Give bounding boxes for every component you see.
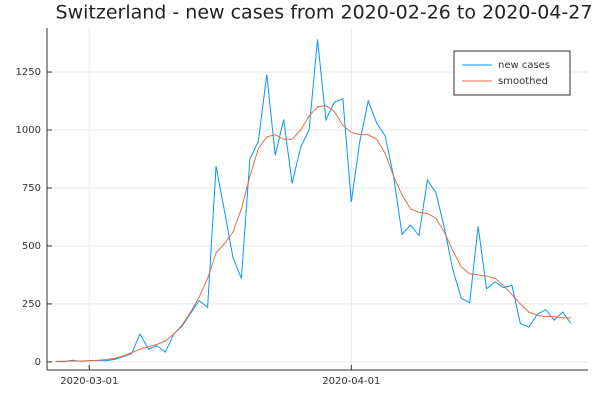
y-tick-label: 500 — [22, 241, 41, 252]
chart-title: Switzerland - new cases from 2020-02-26 … — [56, 2, 593, 24]
data-line — [55, 39, 572, 363]
y-tick-label: 0 — [35, 357, 41, 368]
y-tick-label: 1000 — [16, 125, 41, 136]
legend-box — [453, 50, 571, 96]
x-tick-label: 2020-03-01 — [60, 376, 118, 387]
y-tick-label: 1250 — [16, 67, 41, 78]
legend: new cases smoothed — [453, 50, 571, 96]
data-line — [55, 105, 572, 362]
x-tick-label: 2020-04-01 — [322, 376, 380, 387]
y-tick-label: 250 — [22, 299, 41, 310]
y-tick-label: 750 — [22, 183, 41, 194]
legend-label: smoothed — [498, 76, 548, 87]
legend-label: new cases — [498, 60, 550, 71]
